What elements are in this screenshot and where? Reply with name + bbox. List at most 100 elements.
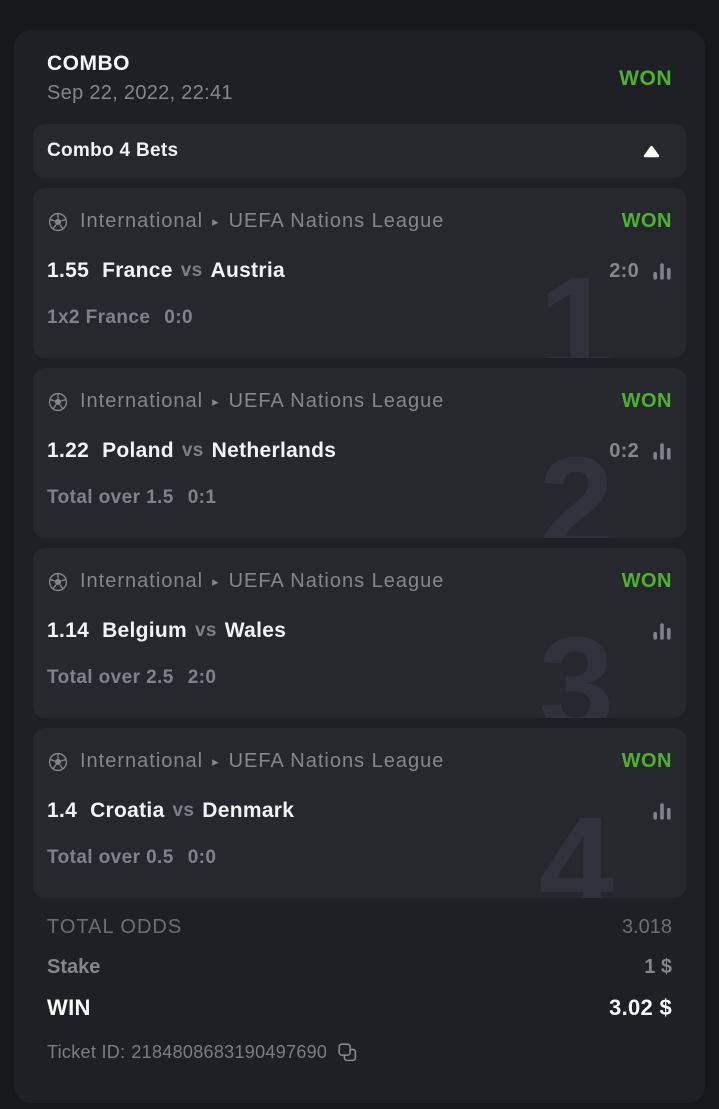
bet-card: 1 International UEFA Nations League WON …: [33, 188, 686, 358]
bet-status-badge: WON: [621, 750, 672, 772]
bet-card: 4 International UEFA Nations League WON …: [33, 728, 686, 898]
win-row: WIN 3.02 $: [47, 995, 672, 1021]
selection-score: 0:0: [164, 307, 193, 328]
bet-number-watermark: 4: [538, 789, 614, 898]
league-row: International UEFA Nations League WON: [47, 750, 672, 773]
stats-chart-icon[interactable]: [652, 621, 672, 641]
bet-selection: 1x2 France: [47, 307, 151, 328]
copy-icon: [337, 1042, 358, 1063]
bet-league: UEFA Nations League: [228, 750, 445, 772]
match-right-group: 2:0: [609, 260, 672, 283]
match-score: 2:0: [609, 259, 639, 282]
match-row: 1.55 France vs Austria 2:0: [47, 259, 672, 283]
match-right-group: [652, 801, 672, 821]
match-right-group: 0:2: [609, 440, 672, 463]
vs-label: vs: [195, 620, 217, 641]
selection-row: 1x2 France 0:0: [47, 307, 672, 329]
bet-league: UEFA Nations League: [228, 210, 445, 232]
combo-bets-label: Combo 4 Bets: [47, 140, 179, 161]
vs-label: vs: [172, 800, 195, 821]
league-row: International UEFA Nations League WON: [47, 210, 672, 233]
bet-odds: 1.14: [47, 619, 90, 642]
ticket-header: COMBO Sep 22, 2022, 22:41 WON: [33, 52, 686, 105]
bet-odds: 1.4: [47, 799, 78, 822]
ticket-datetime: Sep 22, 2022, 22:41: [47, 82, 233, 104]
soccer-ball-icon: [47, 751, 69, 773]
league-row: International UEFA Nations League WON: [47, 570, 672, 593]
copy-ticket-id-button[interactable]: [337, 1042, 358, 1063]
match-row: 1.22 Poland vs Netherlands 0:2: [47, 439, 672, 463]
combo-bets-toggle[interactable]: Combo 4 Bets: [33, 124, 686, 178]
away-team: Netherlands: [211, 439, 337, 462]
bet-list: 1 International UEFA Nations League WON …: [33, 188, 686, 898]
match-right-group: [652, 621, 672, 641]
bet-odds: 1.55: [47, 259, 90, 282]
bet-selection: Total over 0.5: [47, 847, 174, 868]
bet-league: UEFA Nations League: [228, 570, 445, 592]
league-row: International UEFA Nations League WON: [47, 390, 672, 413]
home-team: Poland: [102, 439, 174, 462]
total-odds-row: TOTAL ODDS 3.018: [47, 916, 672, 939]
match-row: 1.4 Croatia vs Denmark: [47, 799, 672, 823]
breadcrumb-arrow-icon: [212, 394, 220, 410]
bet-status-badge: WON: [621, 570, 672, 592]
selection-row: Total over 2.5 2:0: [47, 667, 672, 689]
total-odds-label: TOTAL ODDS: [47, 916, 183, 938]
breadcrumb-arrow-icon: [212, 754, 220, 770]
ticket-summary: TOTAL ODDS 3.018 Stake 1 $ WIN 3.02 $ Ti…: [33, 916, 686, 1063]
bet-selection: Total over 1.5: [47, 487, 174, 508]
bet-selection: Total over 2.5: [47, 667, 174, 688]
bet-number-watermark: 2: [538, 429, 614, 538]
ticket-id-label: Ticket ID:: [47, 1042, 126, 1062]
home-team: Croatia: [90, 799, 165, 822]
bet-league: UEFA Nations League: [228, 390, 445, 412]
bet-category: International: [80, 570, 204, 592]
bet-ticket-card: COMBO Sep 22, 2022, 22:41 WON Combo 4 Be…: [14, 30, 705, 1103]
selection-row: Total over 0.5 0:0: [47, 847, 672, 869]
breadcrumb-arrow-icon: [212, 214, 220, 230]
match-score: 0:2: [609, 439, 639, 462]
selection-score: 2:0: [187, 667, 217, 688]
vs-label: vs: [180, 260, 203, 281]
ticket-status-badge: WON: [619, 66, 672, 90]
stats-chart-icon[interactable]: [652, 441, 672, 461]
away-team: Austria: [210, 259, 285, 282]
bet-category: International: [80, 750, 204, 772]
bet-number-watermark: 1: [538, 249, 614, 358]
away-team: Denmark: [202, 799, 295, 822]
bet-category: International: [80, 210, 204, 232]
bet-card: 2 International UEFA Nations League WON …: [33, 368, 686, 538]
bet-number-watermark: 3: [538, 609, 614, 718]
soccer-ball-icon: [47, 211, 69, 233]
stake-value: 1 $: [644, 956, 672, 978]
ticket-id-row: Ticket ID: 2184808683190497690: [47, 1042, 672, 1063]
bet-odds: 1.22: [47, 439, 90, 462]
match-row: 1.14 Belgium vs Wales: [47, 619, 672, 643]
home-team: France: [102, 259, 173, 282]
win-label: WIN: [47, 995, 91, 1020]
bet-card: 3 International UEFA Nations League WON …: [33, 548, 686, 718]
soccer-ball-icon: [47, 391, 69, 413]
bet-status-badge: WON: [621, 210, 672, 232]
stake-label: Stake: [47, 956, 101, 978]
bet-category: International: [80, 390, 204, 412]
selection-score: 0:0: [187, 847, 217, 868]
win-value: 3.02 $: [609, 995, 672, 1020]
soccer-ball-icon: [47, 571, 69, 593]
away-team: Wales: [224, 619, 287, 642]
bet-status-badge: WON: [621, 390, 672, 412]
stats-chart-icon[interactable]: [652, 261, 672, 281]
ticket-id-value: 2184808683190497690: [131, 1042, 328, 1062]
selection-row: Total over 1.5 0:1: [47, 487, 672, 509]
ticket-header-left: COMBO Sep 22, 2022, 22:41: [47, 52, 233, 105]
collapse-arrow-icon: [643, 145, 660, 158]
total-odds-value: 3.018: [621, 916, 672, 938]
stats-chart-icon[interactable]: [652, 801, 672, 821]
vs-label: vs: [181, 440, 204, 461]
home-team: Belgium: [102, 619, 188, 642]
selection-score: 0:1: [187, 487, 217, 508]
breadcrumb-arrow-icon: [212, 574, 220, 590]
ticket-type-title: COMBO: [47, 52, 130, 75]
stake-row: Stake 1 $: [47, 956, 672, 979]
